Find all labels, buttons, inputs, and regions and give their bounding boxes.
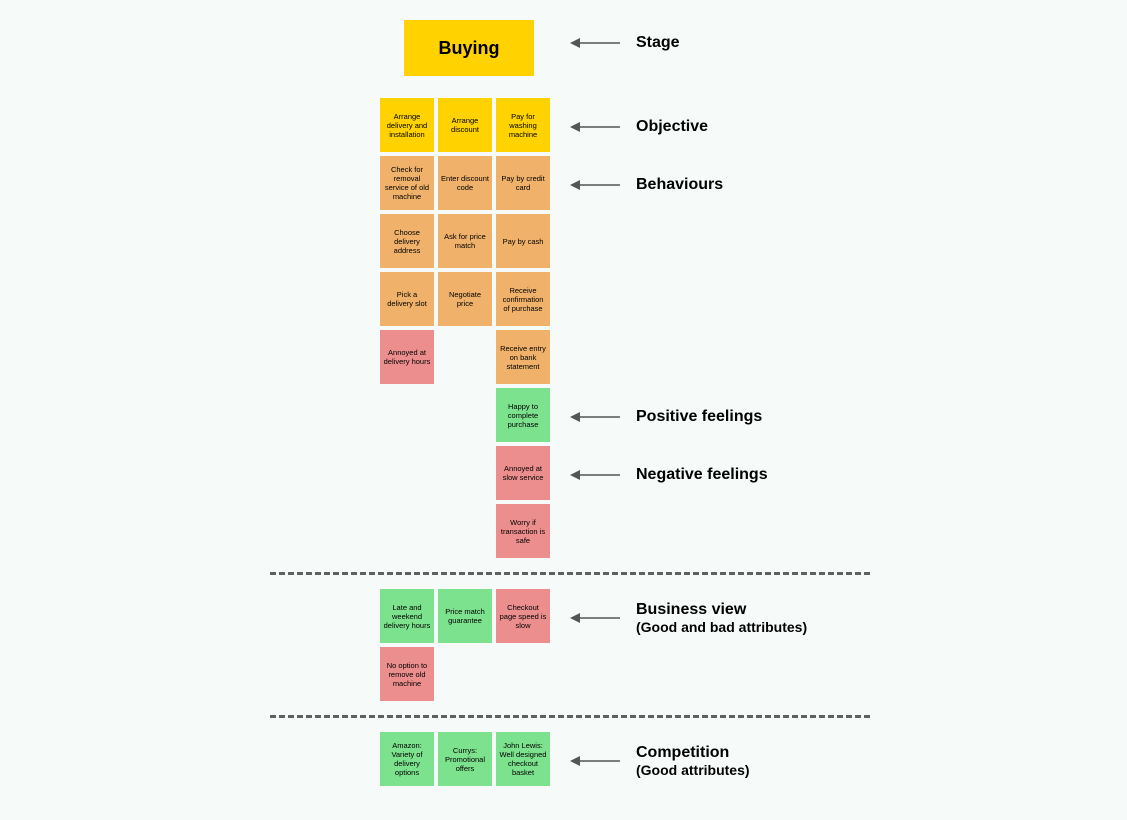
business-row: No option to remove old machine (380, 647, 1127, 701)
negative-card: Worry if transaction is safe (496, 504, 550, 558)
behaviour-card: Pay by credit card (496, 156, 550, 210)
behaviour-card: Ask for price match (438, 214, 492, 268)
negative-annotation: Negative feelings (570, 466, 768, 484)
section-divider (270, 715, 870, 718)
card-text: Enter discount code (441, 174, 489, 192)
business-sublabel: (Good and bad attributes) (636, 619, 807, 635)
behaviour-card: Negotiate price (438, 272, 492, 326)
business-card: No option to remove old machine (380, 647, 434, 701)
competition-annotation: Competition (Good attributes) (570, 744, 750, 778)
card-text: Arrange delivery and installation (383, 112, 431, 139)
behaviours-label: Behaviours (636, 176, 723, 194)
section-divider (270, 572, 870, 575)
card-text: Annoyed at delivery hours (383, 348, 431, 366)
arrow-left-icon (570, 121, 620, 133)
behaviours-annotation: Behaviours (570, 176, 723, 194)
business-card: Price match guarantee (438, 589, 492, 643)
card-text: Negotiate price (441, 290, 489, 308)
card-text: Annoyed at slow service (499, 464, 547, 482)
arrow-left-icon (570, 469, 620, 481)
card-text: Worry if transaction is safe (499, 518, 547, 545)
behaviour-card: Receive confirmation of purchase (496, 272, 550, 326)
card-text: Currys: Promotional offers (441, 746, 489, 773)
positive-card: Happy to complete purchase (496, 388, 550, 442)
competition-card: John Lewis: Well designed checkout baske… (496, 732, 550, 786)
stage-title: Buying (439, 38, 500, 59)
behaviour-card: Check for removal service of old machine (380, 156, 434, 210)
card-text: Receive entry on bank statement (499, 344, 547, 371)
competition-row: Amazon: Variety of delivery options Curr… (380, 732, 1127, 786)
card-text: Pay by credit card (499, 174, 547, 192)
positive-label: Positive feelings (636, 408, 762, 426)
behaviour-row: Annoyed at delivery hours Receive entry … (380, 330, 1127, 384)
competition-sublabel: (Good attributes) (636, 762, 750, 778)
behaviour-row: Pick a delivery slot Negotiate price Rec… (380, 272, 1127, 326)
card-text: Choose delivery address (383, 228, 431, 255)
competition-card: Currys: Promotional offers (438, 732, 492, 786)
card-text: Receive confirmation of purchase (499, 286, 547, 313)
arrow-left-icon (570, 612, 620, 624)
card-text: Pay for washing machine (499, 112, 547, 139)
arrow-left-icon (570, 411, 620, 423)
journey-map-diagram: Buying Stage Arrange delivery and instal… (380, 20, 1127, 786)
card-text: Checkout page speed is slow (499, 603, 547, 630)
stage-annotation: Stage (570, 34, 680, 52)
card-text: Pick a delivery slot (383, 290, 431, 308)
competition-card: Amazon: Variety of delivery options (380, 732, 434, 786)
arrow-left-icon (570, 755, 620, 767)
behaviour-card: Receive entry on bank statement (496, 330, 550, 384)
card-text: John Lewis: Well designed checkout baske… (499, 741, 547, 777)
behaviour-row: Choose delivery address Ask for price ma… (380, 214, 1127, 268)
card-text: Ask for price match (441, 232, 489, 250)
behaviour-card: Annoyed at delivery hours (380, 330, 434, 384)
card-text: Check for removal service of old machine (383, 165, 431, 201)
card-text: Late and weekend delivery hours (383, 603, 431, 630)
objective-label: Objective (636, 118, 708, 136)
objective-annotation: Objective (570, 118, 708, 136)
stage-card: Buying (404, 20, 534, 76)
behaviour-card: Enter discount code (438, 156, 492, 210)
objective-card: Arrange delivery and installation (380, 98, 434, 152)
objective-card: Pay for washing machine (496, 98, 550, 152)
arrow-left-icon (570, 179, 620, 191)
card-text: Amazon: Variety of delivery options (383, 741, 431, 777)
behaviour-card: Pay by cash (496, 214, 550, 268)
positive-row: Happy to complete purchase Positive feel… (380, 388, 1127, 442)
objective-card: Arrange discount (438, 98, 492, 152)
stage-label: Stage (636, 34, 680, 52)
positive-annotation: Positive feelings (570, 408, 762, 426)
card-text: Arrange discount (441, 116, 489, 134)
negative-row: Annoyed at slow service Negative feeling… (380, 446, 1127, 500)
business-card: Checkout page speed is slow (496, 589, 550, 643)
business-label: Business view (636, 601, 807, 619)
card-text: Price match guarantee (441, 607, 489, 625)
negative-row: Worry if transaction is safe (380, 504, 1127, 558)
objective-row: Arrange delivery and installation Arrang… (380, 98, 1127, 152)
stage-row: Buying Stage (380, 20, 1127, 94)
card-text: No option to remove old machine (383, 661, 431, 688)
card-text: Pay by cash (503, 237, 544, 246)
behaviour-row: Check for removal service of old machine… (380, 156, 1127, 210)
arrow-left-icon (570, 37, 620, 49)
negative-card: Annoyed at slow service (496, 446, 550, 500)
business-card: Late and weekend delivery hours (380, 589, 434, 643)
competition-label: Competition (636, 744, 750, 762)
card-text: Happy to complete purchase (499, 402, 547, 429)
behaviour-card: Choose delivery address (380, 214, 434, 268)
negative-label: Negative feelings (636, 466, 768, 484)
business-annotation: Business view (Good and bad attributes) (570, 601, 807, 635)
behaviour-card: Pick a delivery slot (380, 272, 434, 326)
business-row: Late and weekend delivery hours Price ma… (380, 589, 1127, 643)
